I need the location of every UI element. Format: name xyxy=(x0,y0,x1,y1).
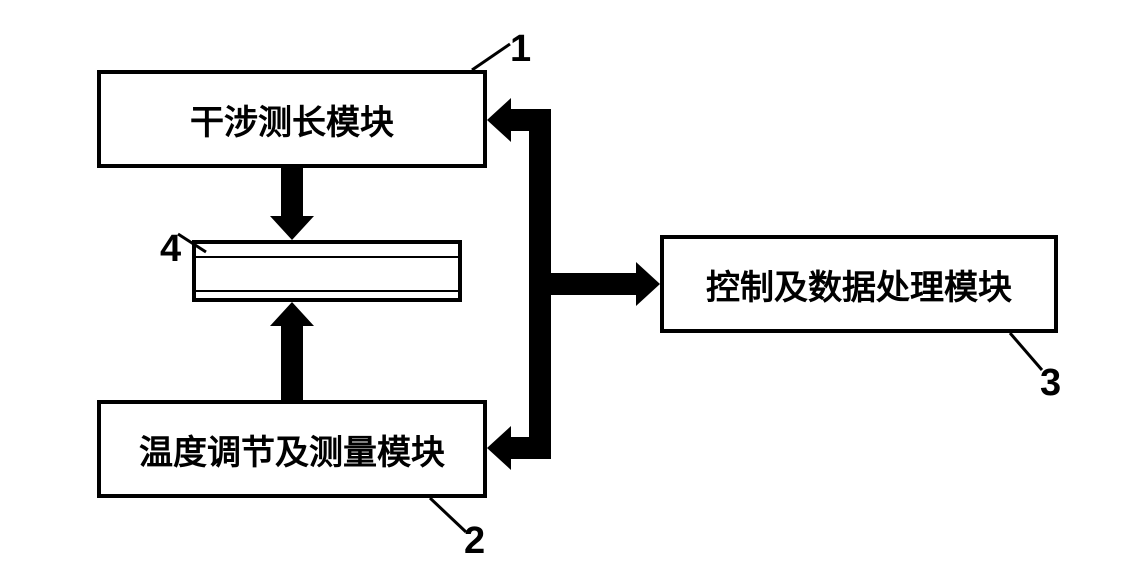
node-number-3: 3 xyxy=(1040,362,1061,405)
node-2-label: 温度调节及测量模块 xyxy=(139,425,445,474)
diagram-stage: 干涉测长模块 温度调节及测量模块 控制及数据处理模块 1 2 3 4 xyxy=(0,0,1138,574)
node-number-1: 1 xyxy=(510,28,531,71)
node-control-processing-module: 控制及数据处理模块 xyxy=(660,235,1058,333)
node-number-2: 2 xyxy=(464,520,485,563)
sample-inner-line-2 xyxy=(196,290,458,292)
node-number-4: 4 xyxy=(160,228,181,271)
node-3-label: 控制及数据处理模块 xyxy=(706,260,1012,309)
node-sample xyxy=(192,240,462,302)
node-interference-length-module: 干涉测长模块 xyxy=(97,70,487,168)
sample-inner-line-1 xyxy=(196,256,458,258)
node-1-label: 干涉测长模块 xyxy=(190,95,394,144)
node-temperature-module: 温度调节及测量模块 xyxy=(97,400,487,498)
